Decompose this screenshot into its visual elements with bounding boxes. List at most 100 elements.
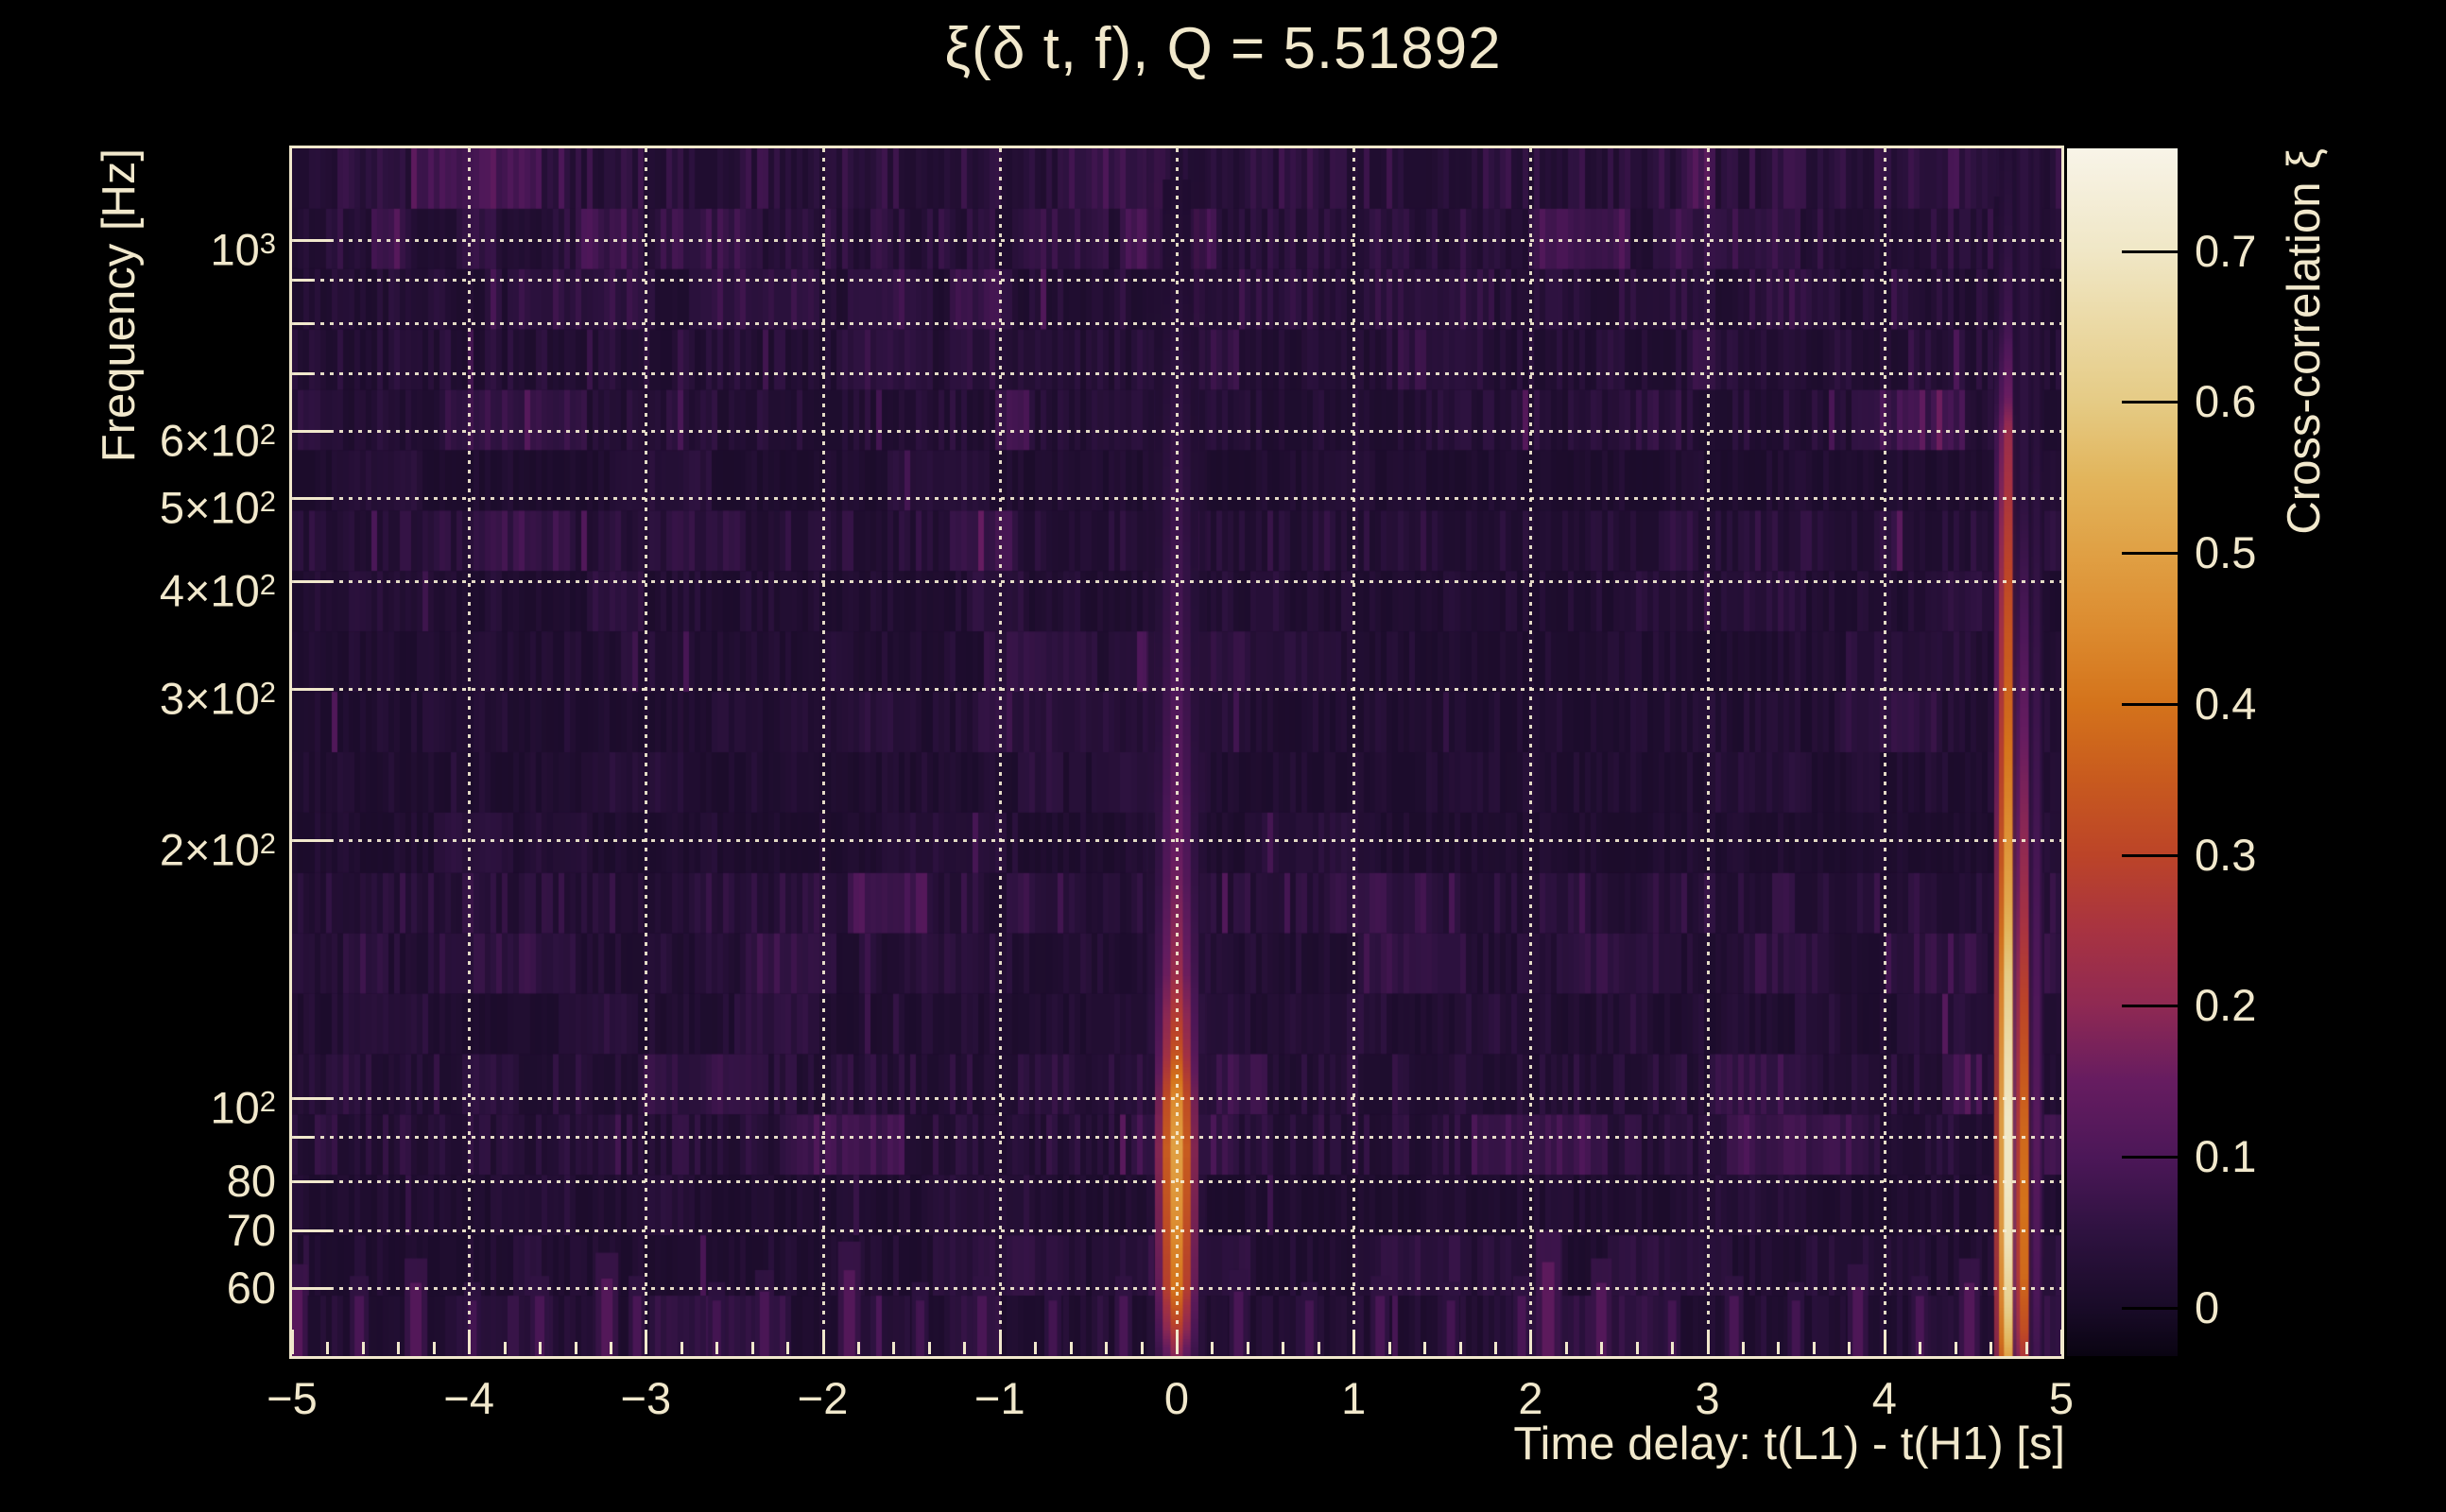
colorbar-tick [2122, 249, 2179, 253]
y-tick [294, 239, 332, 243]
x-gridline [1883, 148, 1886, 1356]
x-minor-tick [857, 1342, 861, 1354]
x-minor-tick [397, 1342, 401, 1354]
y-tick [294, 1096, 332, 1100]
x-minor-tick [750, 1342, 754, 1354]
x-minor-tick [1635, 1342, 1639, 1354]
x-gridline [998, 148, 1002, 1356]
colorbar [2067, 148, 2178, 1356]
x-tick-label: 0 [1163, 1373, 1190, 1423]
x-minor-tick [786, 1342, 790, 1354]
x-gridline [821, 148, 825, 1356]
colorbar-title: Cross-correlation ξ [2279, 148, 2330, 535]
x-tick-label: −4 [443, 1373, 494, 1423]
x-major-tick [468, 1330, 472, 1354]
x-tick-label: 5 [2048, 1373, 2075, 1423]
x-minor-tick [1600, 1342, 1604, 1354]
x-axis-title: Time delay: t(L1) - t(H1) [s] [1513, 1418, 2065, 1469]
x-minor-tick [1246, 1342, 1249, 1354]
x-minor-tick [1493, 1342, 1497, 1354]
colorbar-tick-label: 0.7 [2195, 225, 2257, 276]
x-major-tick [998, 1330, 1002, 1354]
colorbar-tick-label: 0 [2195, 1281, 2220, 1332]
y-tick-label: 2×102 [159, 824, 276, 875]
y-tick-label: 4×102 [159, 566, 276, 617]
x-minor-tick [1777, 1342, 1781, 1354]
y-tick [294, 1287, 332, 1291]
colorbar-tick [2122, 552, 2179, 556]
x-minor-tick [503, 1342, 507, 1354]
x-minor-tick [1954, 1342, 1957, 1354]
x-minor-tick [1458, 1342, 1462, 1354]
x-minor-tick [892, 1342, 896, 1354]
y-tick-label: 6×102 [159, 415, 276, 466]
x-minor-tick [2024, 1342, 2028, 1354]
colorbar-tick-label: 0.1 [2195, 1131, 2257, 1182]
x-major-tick [1529, 1330, 1533, 1354]
y-tick [294, 429, 332, 433]
x-tick-label: −3 [620, 1373, 672, 1423]
x-minor-tick [1069, 1342, 1073, 1354]
plot-frame [289, 146, 2064, 1359]
y-tick [294, 1229, 332, 1233]
colorbar-tick-label: 0.6 [2195, 376, 2257, 427]
plot-title: ξ(δ t, f), Q = 5.51892 [944, 16, 1502, 81]
y-tick-label: 103 [210, 224, 276, 275]
x-minor-tick [1671, 1342, 1675, 1354]
colorbar-tick [2122, 853, 2179, 857]
x-minor-tick [1564, 1342, 1568, 1354]
x-gridline [1352, 148, 1356, 1356]
x-gridline [1706, 148, 1710, 1356]
colorbar-tick [2122, 702, 2179, 706]
x-minor-tick [1034, 1342, 1038, 1354]
x-minor-tick [1282, 1342, 1285, 1354]
x-minor-tick [361, 1342, 365, 1354]
y-tick [294, 1179, 332, 1183]
x-tick-label: 1 [1341, 1373, 1367, 1423]
x-tick-label: 3 [1695, 1373, 1720, 1423]
x-gridline [1529, 148, 1533, 1356]
x-minor-tick [1742, 1342, 1746, 1354]
x-major-tick [1352, 1330, 1356, 1354]
y-tick-label: 3×102 [159, 673, 276, 724]
colorbar-tick [2122, 1306, 2179, 1310]
y-tick-label: 70 [226, 1205, 276, 1256]
x-minor-tick [1919, 1342, 1922, 1354]
y-tick [294, 687, 332, 691]
y-tick [294, 497, 332, 501]
x-minor-tick [715, 1342, 719, 1354]
y-tick [294, 371, 313, 375]
x-minor-tick [1211, 1342, 1214, 1354]
y-tick [294, 838, 332, 842]
x-major-tick [645, 1330, 648, 1354]
y-tick-exponent: 2 [259, 485, 276, 519]
y-tick-exponent: 2 [259, 1084, 276, 1118]
x-minor-tick [326, 1342, 330, 1354]
x-minor-tick [609, 1342, 612, 1354]
y-tick-label: 5×102 [159, 483, 276, 534]
x-minor-tick [927, 1342, 931, 1354]
x-minor-tick [1387, 1342, 1391, 1354]
x-minor-tick [1317, 1342, 1320, 1354]
colorbar-tick-label: 0.3 [2195, 829, 2257, 880]
y-tick-exponent: 2 [259, 675, 276, 709]
x-gridline [645, 148, 648, 1356]
x-minor-tick [539, 1342, 543, 1354]
x-major-tick [1176, 1330, 1179, 1354]
x-minor-tick [1812, 1342, 1816, 1354]
y-tick-exponent: 3 [259, 227, 276, 261]
y-tick-exponent: 2 [259, 417, 276, 451]
y-tick-exponent: 2 [259, 568, 276, 602]
x-minor-tick [432, 1342, 436, 1354]
colorbar-tick-label: 0.4 [2195, 678, 2257, 729]
colorbar-tick [2122, 1005, 2179, 1008]
x-major-tick [291, 1330, 294, 1354]
x-tick-label: 4 [1871, 1373, 1897, 1423]
colorbar-tick [2122, 1156, 2179, 1160]
x-tick-label: 2 [1518, 1373, 1543, 1423]
y-tick-label: 102 [210, 1082, 276, 1133]
x-minor-tick [574, 1342, 577, 1354]
x-minor-tick [1105, 1342, 1109, 1354]
x-minor-tick [1140, 1342, 1144, 1354]
